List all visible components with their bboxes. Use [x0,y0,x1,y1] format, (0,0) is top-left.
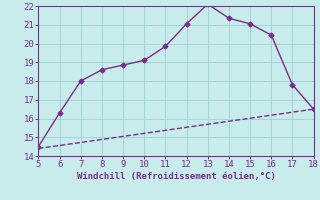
X-axis label: Windchill (Refroidissement éolien,°C): Windchill (Refroidissement éolien,°C) [76,172,276,181]
